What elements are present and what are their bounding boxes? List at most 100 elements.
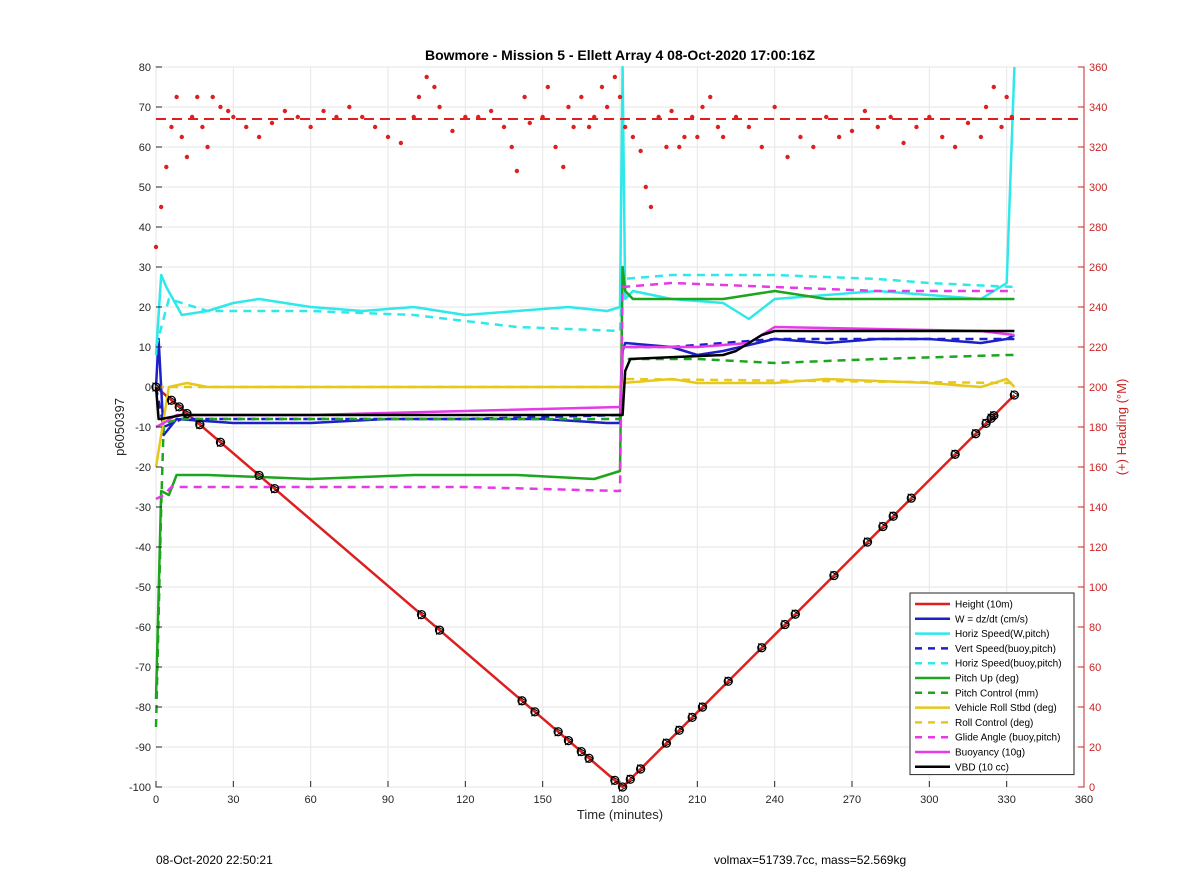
heading-point [527,120,532,126]
y2-tick-label: 320 [1089,142,1107,154]
height-marker-arrow [1010,390,1020,400]
x-tick-label: 150 [533,794,551,806]
y-tick-label: 60 [139,142,151,154]
x-tick-label: 300 [920,794,938,806]
height-marker-arrow [418,609,427,620]
chart-title: Bowmore - Mission 5 - Ellett Array 4 08-… [425,47,816,63]
y2-tick-label: 20 [1089,742,1101,754]
heading-point [708,94,713,100]
heading-point [269,120,275,126]
x-axis-label: Time (minutes) [577,807,663,822]
x-tick-label: 90 [382,794,394,806]
x-tick-label: 360 [1075,794,1093,806]
heading-point [360,114,365,120]
heading-point [612,74,618,80]
height-marker-arrow [830,570,839,581]
heading-point [174,94,179,100]
heading-point [991,84,996,90]
series-horiz-speed-buoy-pitch [154,273,1015,348]
heading-point [256,134,262,140]
heading-point [715,124,721,130]
y-tick-label: -30 [135,502,151,514]
heading-point [210,94,215,100]
y-tick-label: -80 [135,702,151,714]
heading-point [772,104,777,110]
y-tick-label: -40 [135,542,151,554]
heading-point [195,94,200,100]
y-tick-label: -70 [135,662,151,674]
heading-point [798,134,803,140]
x-tick-label: 330 [997,794,1015,806]
y-tick-label: -90 [135,742,151,754]
heading-point [983,104,989,110]
x-tick-label: 180 [611,794,629,806]
y-tick-label: 30 [139,262,151,274]
height-marker-arrow [554,726,564,737]
y2-tick-label: 220 [1089,342,1107,354]
height-marker-arrow [577,746,587,757]
heading-point [169,124,174,130]
heading-point [746,124,752,130]
heading-point [664,144,669,150]
height-marker-arrow [879,521,888,532]
legend-label: Pitch Control (mm) [955,688,1038,699]
heading-point [545,84,551,90]
heading-point [179,134,184,140]
x-tick-label: 0 [153,794,159,806]
y2-tick-label: 360 [1089,62,1107,74]
series-glide-angle-buoy-pitch [155,281,1015,501]
series-height-10m [155,386,1016,789]
legend-label: Roll Control (deg) [955,718,1033,729]
heading-point [630,134,636,140]
heading-point [158,204,164,210]
y2-tick-label: 60 [1089,662,1101,674]
heading-point [888,114,893,120]
height-marker-arrow [758,642,767,653]
heading-point [579,94,584,100]
heading-point [514,168,520,174]
y-tick-label: 50 [139,182,151,194]
x-tick-label: 240 [765,794,783,806]
height-markers [151,382,1020,792]
heading-point [638,148,643,154]
heading-point [965,120,971,126]
heading-point [586,124,592,130]
heading-point [372,124,378,130]
heading-point [720,134,726,140]
height-marker-arrow [611,775,620,786]
heading-point [295,114,300,120]
x-tick-label: 120 [456,794,474,806]
legend-label: Buoyancy (10g) [955,748,1025,759]
height-marker-arrow [564,735,574,746]
heading-point [1004,94,1009,100]
height-marker-arrow [907,493,917,504]
heading-point [424,74,429,80]
heading-point [509,144,514,150]
y2-tick-label: 40 [1089,702,1101,714]
y-tick-label: -50 [135,582,151,594]
heading-point [824,114,829,120]
heading-point [153,244,159,250]
heading-point [875,124,880,130]
legend-label: Horiz Speed(W,pitch) [955,629,1049,640]
y2-tick-label: 140 [1089,502,1107,514]
heading-point [901,140,906,146]
heading-point [862,108,868,114]
height-marker-arrow [175,402,185,412]
heading-point [398,140,404,146]
height-marker-arrow [662,738,672,749]
y-tick-label: 80 [139,62,151,74]
heading-point [677,144,682,150]
series-layer [153,65,1084,789]
legend-label: Height (10m) [955,600,1013,611]
heading-point [566,104,571,110]
y-tick-label: 20 [139,302,151,314]
y2-tick-label: 240 [1089,302,1107,314]
heading-point [501,124,507,130]
heading-point [205,144,210,150]
heading-point [759,144,764,150]
height-marker-arrow [436,625,445,635]
height-marker-arrow [781,619,790,630]
height-marker-arrow [982,418,992,429]
